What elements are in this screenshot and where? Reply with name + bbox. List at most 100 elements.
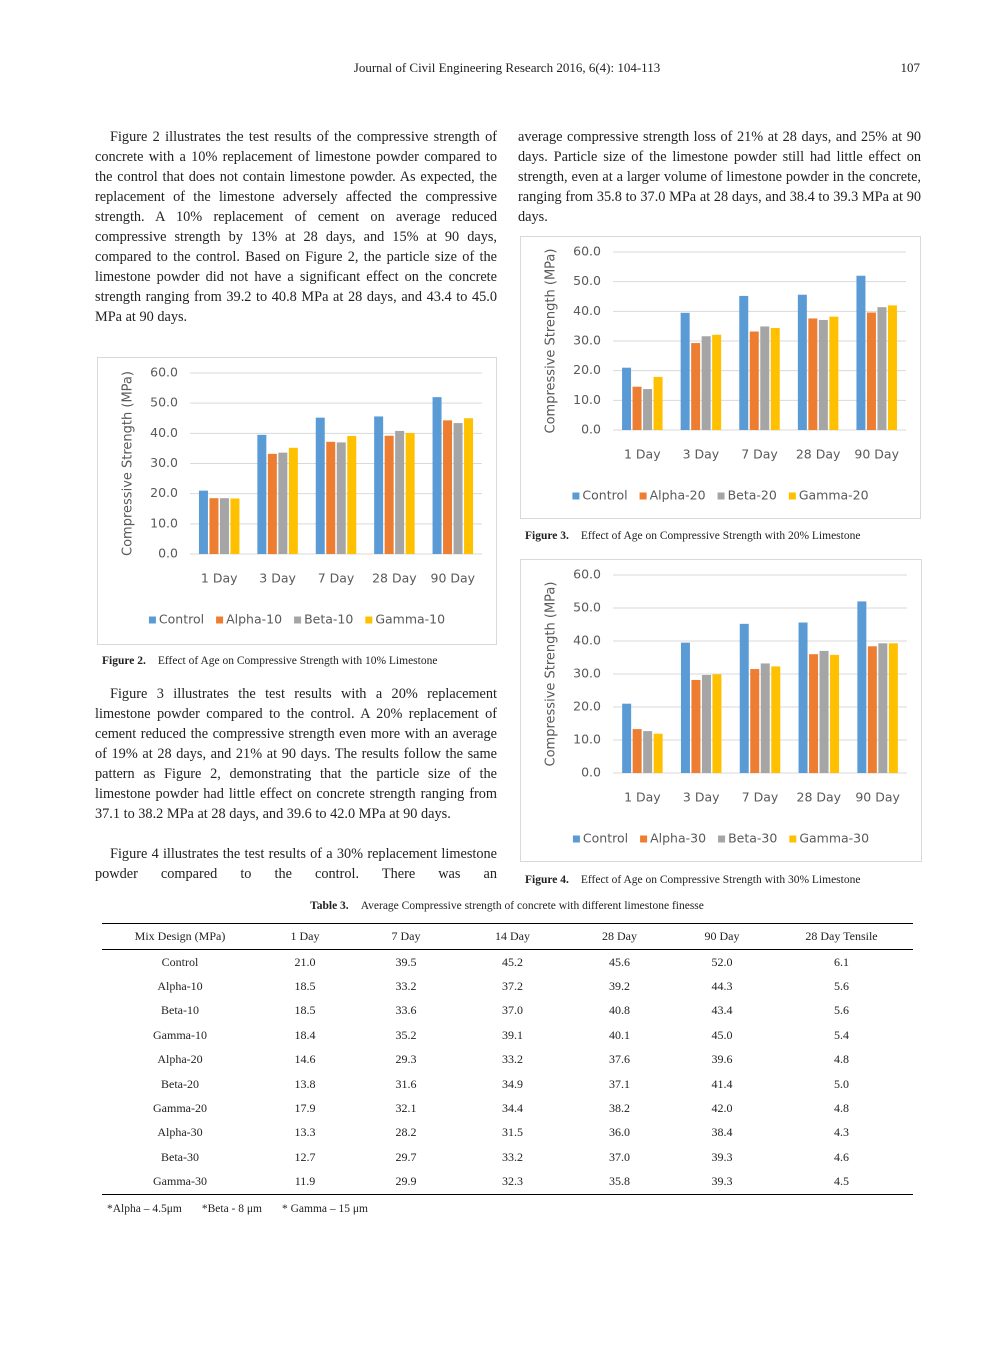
bar	[336, 442, 346, 554]
table-cell: 29.7	[395, 1149, 417, 1164]
column-header: 1 Day	[258, 923, 352, 950]
legend-label: Gamma-10	[375, 612, 445, 627]
legend-label: Control	[159, 612, 204, 627]
bar	[856, 275, 866, 430]
table-cell: 11.9	[294, 1174, 316, 1189]
bar	[680, 642, 690, 773]
y-tick-label: 50.0	[573, 273, 601, 288]
table-row: Beta-10 18.5 33.6 37.0 40.8 43.4 5.6	[102, 999, 913, 1023]
bar	[691, 343, 701, 430]
caption-text: Effect of Age on Compressive Strength wi…	[580, 530, 861, 542]
bar	[622, 367, 632, 430]
bar	[198, 490, 208, 554]
table-cell: 29.3	[395, 1052, 417, 1067]
table-cell: Beta-20	[161, 1076, 199, 1091]
table-cell: 34.9	[502, 1076, 523, 1091]
table-cell: 39.1	[502, 1027, 523, 1042]
legend-swatch	[717, 492, 725, 500]
table-cell: 32.1	[395, 1101, 417, 1116]
y-tick-label: 60.0	[573, 244, 601, 259]
table-cell: 4.5	[834, 1174, 849, 1189]
x-tick-label: 90 Day	[854, 447, 899, 462]
x-tick-label: 28 Day	[796, 447, 841, 462]
table-cell: 33.2	[395, 979, 417, 994]
table-cell: 39.6	[711, 1052, 733, 1067]
table-cell: 14.6	[294, 1052, 316, 1067]
legend-label: Beta-30	[728, 831, 777, 846]
table-cell: 33.2	[502, 1052, 523, 1067]
bar	[712, 674, 722, 773]
x-tick-label: 7 Day	[742, 790, 779, 805]
bar	[432, 397, 442, 554]
legend-swatch	[788, 492, 796, 500]
bar	[829, 316, 839, 430]
table-cell: 4.6	[834, 1149, 849, 1164]
bar	[347, 436, 357, 554]
caption-text: Average Compressive strength of concrete…	[360, 900, 704, 912]
table-cell: Gamma-30	[153, 1174, 207, 1189]
y-tick-label: 30.0	[573, 666, 601, 681]
table-cell: 18.5	[294, 1003, 316, 1018]
column-header: 7 Day	[352, 923, 460, 950]
y-tick-label: 10.0	[150, 515, 178, 530]
footnotes: *Alpha – 4.5μm *Beta - 8 μm * Gamma – 15 μ…	[107, 1203, 388, 1215]
paragraph: Figure 4 illustrates the test results of…	[95, 846, 497, 882]
bar	[771, 666, 781, 773]
y-tick-label: 20.0	[150, 485, 178, 500]
x-tick-label: 7 Day	[741, 447, 778, 462]
y-tick-label: 20.0	[573, 362, 601, 377]
bar	[443, 420, 453, 554]
table-cell: 38.2	[609, 1101, 630, 1116]
bar	[680, 312, 690, 430]
footnote: * Gamma – 15 μm	[281, 1203, 368, 1215]
y-tick-label: 30.0	[150, 455, 178, 470]
table-cell: 4.8	[834, 1101, 849, 1116]
table-cell: 39.3	[711, 1174, 733, 1189]
table-cell: Gamma-20	[153, 1101, 207, 1116]
table-cell: 4.8	[834, 1052, 849, 1067]
bar	[808, 318, 818, 430]
table-row: Alpha-20 14.6 29.3 33.2 37.6 39.6 4.8	[102, 1048, 913, 1072]
caption-label: Table 3.	[310, 900, 349, 912]
table-cell: Gamma-10	[153, 1027, 207, 1042]
table-cell: Control	[161, 954, 199, 969]
bar	[653, 733, 663, 773]
bar	[278, 452, 288, 554]
table-cell: Beta-30	[161, 1149, 199, 1164]
y-tick-label: 0.0	[581, 765, 601, 780]
table-row: Gamma-20 17.9 32.1 34.4 38.2 42.0 4.8	[102, 1096, 913, 1120]
table-cell: 29.9	[395, 1174, 417, 1189]
caption-label: Figure 3.	[525, 530, 569, 542]
bar	[830, 654, 840, 773]
table-row: Gamma-30 11.9 29.9 32.3 35.8 39.3 4.5	[102, 1170, 913, 1195]
caption-text: Effect of Age on Compressive Strength wi…	[580, 874, 861, 886]
x-tick-label: 28 Day	[797, 790, 842, 805]
table-row: Beta-20 13.8 31.6 34.9 37.1 41.4 5.0	[102, 1072, 913, 1096]
table-cell: 37.0	[609, 1149, 630, 1164]
y-tick-label: 20.0	[573, 699, 601, 714]
legend-label: Control	[583, 831, 628, 846]
table-cell: Beta-10	[161, 1003, 199, 1018]
legend-label: Alpha-30	[650, 831, 706, 846]
table-cell: 6.1	[834, 954, 849, 969]
table-cell: 45.6	[609, 954, 630, 969]
table-cell: 40.1	[609, 1027, 630, 1042]
running-header: Journal of Civil Engineering Research 20…	[353, 60, 661, 75]
bar	[798, 622, 808, 773]
table-row: Alpha-30 13.3 28.2 31.5 36.0 38.4 4.3	[102, 1121, 913, 1145]
table-cell: 43.4	[711, 1003, 733, 1018]
bar	[632, 386, 642, 430]
x-tick-label: 1 Day	[624, 790, 661, 805]
table-cell: 32.3	[502, 1174, 523, 1189]
bar	[857, 601, 867, 773]
table-row: Beta-30 12.7 29.7 33.2 37.0 39.3 4.6	[102, 1145, 913, 1169]
y-axis-title: Compressive Strength (MPa)	[121, 371, 136, 556]
bar	[219, 498, 229, 554]
bar	[395, 430, 405, 554]
chart: 0.0 10.0 20.0 30.0 40.0 50.0 60.0 Compressive S…	[520, 236, 921, 519]
chart: 0.0 10.0 20.0 30.0 40.0 50.0 60.0 Compressive S…	[97, 357, 497, 645]
y-tick-label: 30.0	[573, 333, 601, 348]
table-cell: 13.8	[294, 1076, 316, 1091]
bar	[877, 307, 887, 430]
legend-label: Alpha-20	[650, 488, 706, 503]
